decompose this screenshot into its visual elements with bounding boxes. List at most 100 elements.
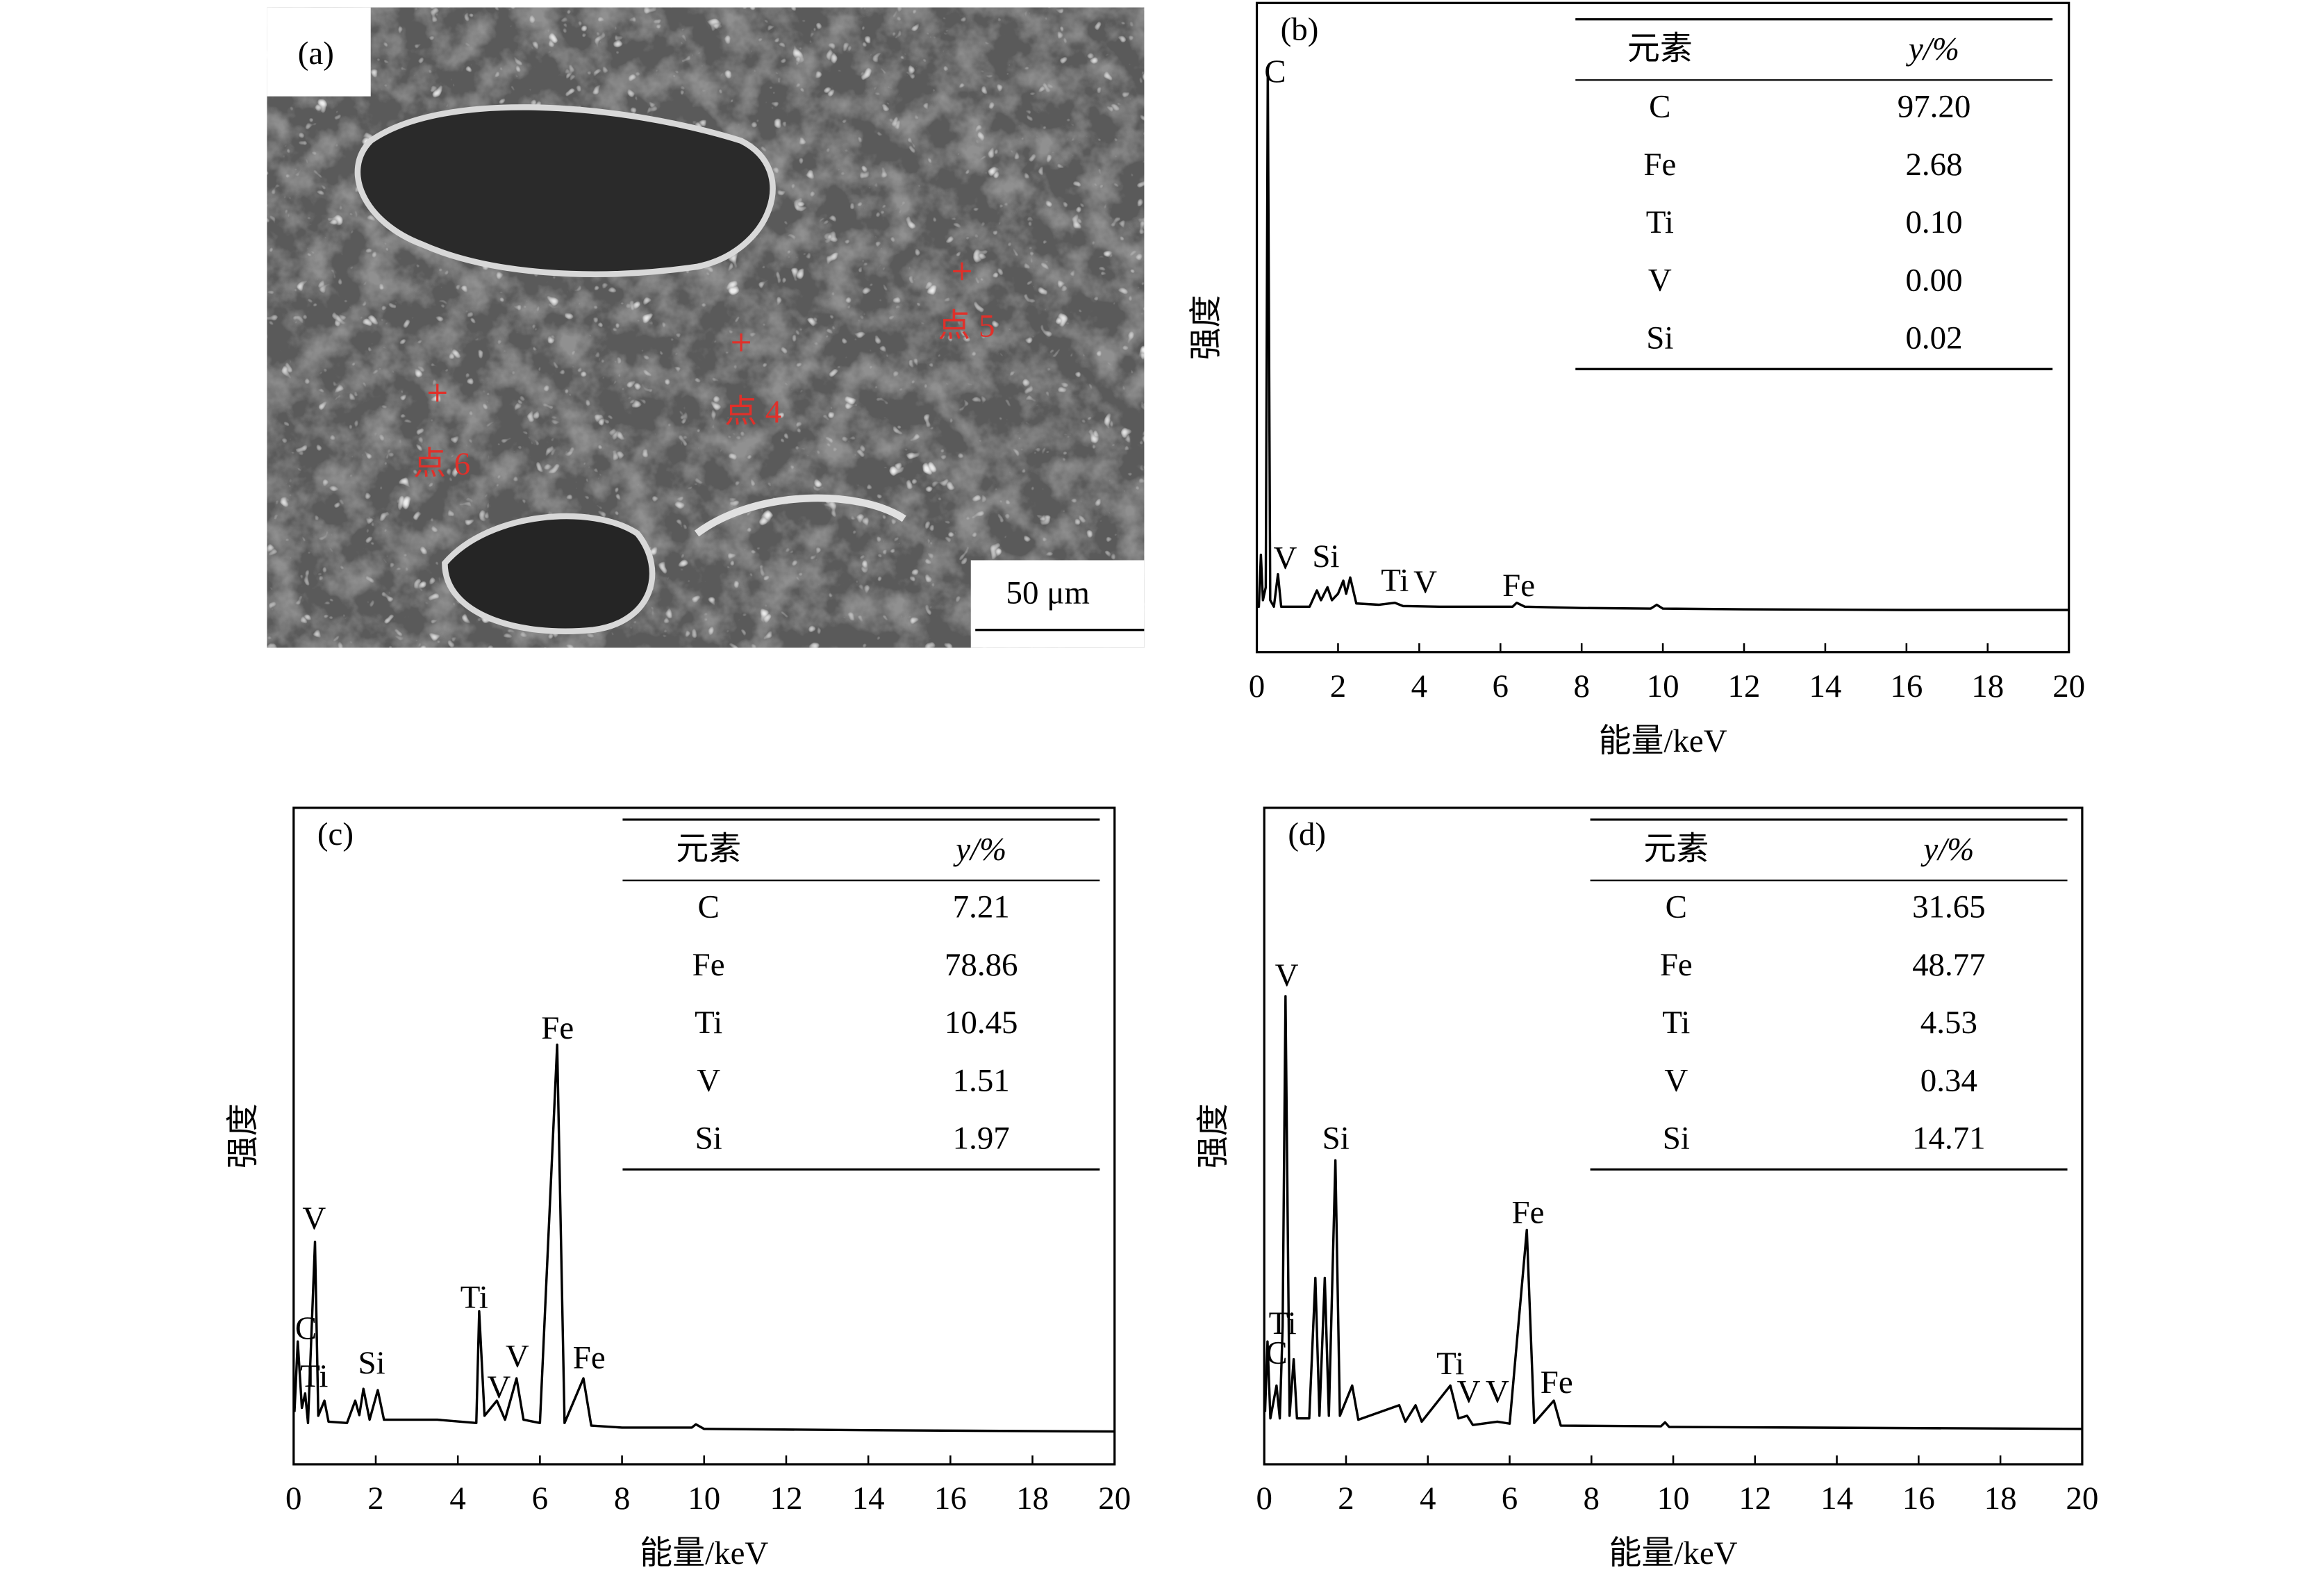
x-tick-label: 18 [1984,1480,2017,1517]
sem-texture [267,7,1145,648]
x-tick-label: 4 [1420,1480,1436,1517]
peak-label: V [302,1200,326,1237]
peak-label: Fe [1541,1364,1573,1401]
peak-label: V [1274,540,1297,577]
x-tick-label: 12 [1738,1480,1771,1517]
x-tick-label: 16 [1890,668,1923,704]
peak-label: C [295,1310,317,1346]
peak-label: V [1486,1373,1509,1410]
table-cell: Si [695,1121,722,1157]
spectrum-line [293,1043,1115,1433]
x-axis-label: 能量/keV [1609,1535,1738,1571]
x-tick-label: 18 [1971,668,2004,704]
table-cell: Ti [1662,1005,1690,1041]
y-axis-label: 强度 [225,1103,261,1169]
sem-image [267,7,1145,648]
table-cell: 4.53 [1920,1005,1977,1041]
x-tick-label: 20 [2066,1480,2098,1517]
table-cell: Ti [1646,204,1674,240]
peak-label: Ti [460,1279,488,1315]
point-label: 点 5 [938,308,995,344]
table-header: y/% [953,832,1006,868]
x-tick-label: 14 [1820,1480,1853,1517]
spectrum-line [1263,995,2082,1430]
x-tick-label: 20 [1098,1480,1131,1517]
x-tick-label: 4 [1411,668,1427,704]
table-cell: V [697,1062,720,1098]
x-tick-label: 10 [1657,1480,1690,1517]
pore [354,104,776,277]
x-tick-label: 0 [1249,668,1265,704]
table-header: y/% [1920,832,1974,868]
table-cell: V [1648,262,1672,298]
peak-label: Fe [1502,568,1535,604]
sem-overlay [428,262,971,402]
pore [442,513,656,634]
peak-label: Si [358,1345,385,1381]
x-tick-label: 16 [1902,1480,1935,1517]
peak-label: V [1275,957,1299,993]
table-cell: 31.65 [1912,889,1986,925]
panel-label: (c) [317,816,354,852]
x-tick-label: 2 [1338,1480,1354,1517]
table-cell: Fe [692,947,725,983]
table-cell: 0.00 [1905,262,1962,298]
peak-label: C [1264,53,1286,90]
table-cell: C [1649,89,1670,125]
peak-label: C [1265,1335,1287,1371]
point-label: 点 6 [413,446,470,482]
x-tick-label: 8 [1573,668,1589,704]
panel-label: (b) [1281,12,1319,48]
scale-box [970,560,1145,648]
peak-label: Si [1322,1121,1350,1157]
x-tick-label: 0 [1256,1480,1272,1517]
table-cell: 97.20 [1898,89,1971,125]
peak-label: Ti [300,1358,328,1394]
table-cell: 0.34 [1920,1062,1977,1098]
peak-label: Ti [1269,1305,1297,1341]
x-tick-label: 2 [1330,668,1346,704]
table-cell: 7.21 [953,889,1010,925]
point-marker [732,333,750,352]
peak-label: Fe [541,1010,574,1046]
table-header: 元素 [676,832,741,868]
table-cell: 14.71 [1912,1121,1986,1157]
x-tick-label: 12 [1728,668,1761,704]
table-cell: Ti [695,1005,722,1041]
x-tick-label: 4 [449,1480,465,1517]
x-tick-label: 6 [532,1480,548,1517]
peak-label: Ti [1381,562,1409,598]
peak-label: V [487,1369,511,1405]
x-tick-label: 6 [1502,1480,1518,1517]
edge [694,494,906,537]
table-cell: 78.86 [945,947,1018,983]
table-header: 元素 [1627,31,1693,67]
table-cell: 0.10 [1905,204,1962,240]
x-axis-label: 能量/keV [640,1535,768,1571]
peak-label: Ti [1436,1346,1464,1382]
x-tick-label: 10 [688,1480,720,1517]
x-tick-label: 18 [1016,1480,1049,1517]
table-cell: 1.97 [953,1121,1010,1157]
x-tick-label: 6 [1493,668,1509,704]
table-cell: C [1666,889,1687,925]
peak-label: Fe [1512,1194,1545,1230]
peak-label: Fe [573,1339,606,1376]
x-tick-label: 14 [852,1480,885,1517]
table-cell: C [698,889,720,925]
table-cell: 0.02 [1905,320,1962,356]
peak-label: Si [1312,538,1339,575]
table-cell: Fe [1643,147,1676,183]
scale-bar-label: 50 μm [1006,575,1090,611]
y-axis-label: 强度 [1188,295,1225,361]
point-marker [428,383,447,402]
x-tick-label: 12 [770,1480,802,1517]
spectrum-line [1256,67,2069,611]
peak-label: V [1457,1373,1481,1410]
panel-label: (d) [1288,816,1326,852]
table-cell: 48.77 [1912,947,1986,983]
y-axis-label: 强度 [1196,1103,1232,1169]
x-tick-label: 0 [285,1480,301,1517]
label-box [267,7,371,97]
